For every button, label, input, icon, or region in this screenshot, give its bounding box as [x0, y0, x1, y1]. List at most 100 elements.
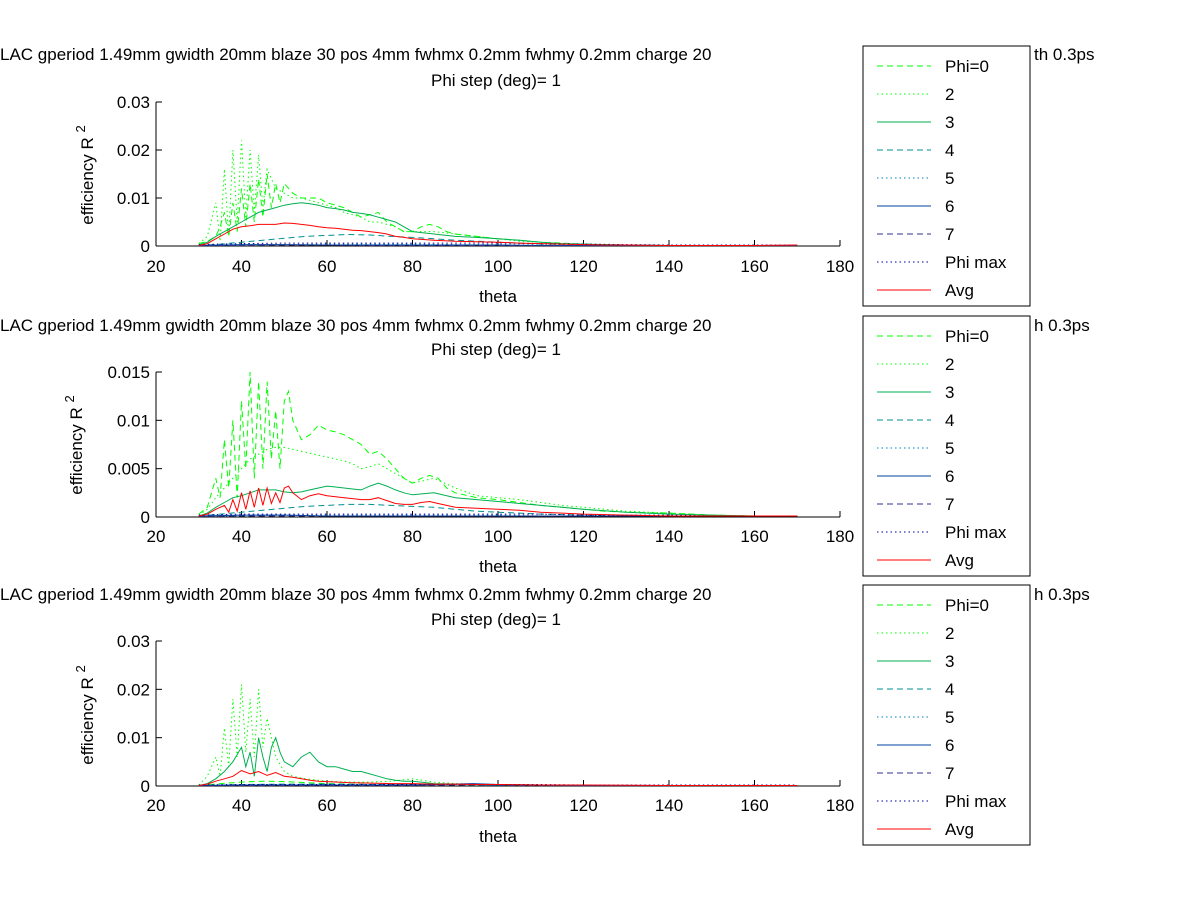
- x-axis-label: theta: [479, 287, 517, 306]
- chart-title: LAC gperiod 1.49mm gwidth 20mm blaze 30 …: [0, 45, 711, 64]
- series-line-phi-max: [198, 513, 798, 517]
- legend-label: 5: [945, 169, 954, 188]
- series-line-phi-0: [198, 173, 798, 246]
- legend-label: Phi=0: [945, 57, 989, 76]
- y-tick-label: 0: [141, 237, 150, 256]
- y-tick-label: 0.02: [117, 141, 150, 160]
- legend-label: 4: [945, 141, 954, 160]
- x-tick-label: 160: [740, 257, 768, 276]
- legend-label: 3: [945, 383, 954, 402]
- legend-label: 7: [945, 225, 954, 244]
- chart-subtitle: Phi step (deg)= 1: [431, 340, 561, 359]
- x-tick-label: 20: [147, 796, 166, 815]
- subplot-3: LAC gperiod 1.49mm gwidth 20mm blaze 30 …: [0, 584, 1090, 846]
- series-line-avg: [198, 769, 798, 786]
- y-tick-label: 0.015: [107, 363, 150, 382]
- x-tick-label: 100: [484, 527, 512, 546]
- series-group: [198, 140, 798, 246]
- legend-label: Phi=0: [945, 327, 989, 346]
- x-tick-label: 180: [826, 257, 854, 276]
- y-axis-label-superscript: 2: [73, 665, 88, 672]
- legend-label: 2: [945, 624, 954, 643]
- legend-label: 5: [945, 439, 954, 458]
- chart-title-tail: th 0.3ps: [1034, 45, 1095, 64]
- series-group: [198, 371, 798, 517]
- y-tick-label: 0.01: [117, 411, 150, 430]
- series-line-phi-max: [198, 242, 798, 246]
- series-line-2: [198, 446, 798, 517]
- y-tick-label: 0.03: [117, 632, 150, 651]
- legend: Phi=0 2 3 4 5 6 7 Phi max Avg: [862, 315, 1031, 577]
- legend-label: 6: [945, 736, 954, 755]
- series-line-avg: [198, 485, 798, 517]
- x-tick-label: 120: [569, 527, 597, 546]
- x-tick-label: 140: [655, 257, 683, 276]
- legend-box: [862, 315, 1031, 577]
- legend-label: 7: [945, 764, 954, 783]
- legend: Phi=0 2 3 4 5 6 7 Phi max Avg: [862, 45, 1031, 307]
- y-tick-label: 0.01: [117, 189, 150, 208]
- legend-label: 4: [945, 680, 954, 699]
- series-group: [198, 684, 798, 786]
- x-tick-label: 180: [826, 796, 854, 815]
- x-tick-label: 20: [147, 527, 166, 546]
- x-tick-label: 80: [403, 527, 422, 546]
- x-tick-label: 140: [655, 527, 683, 546]
- legend-label: Phi=0: [945, 596, 989, 615]
- chart-title-tail: h 0.3ps: [1034, 585, 1090, 604]
- chart-subtitle: Phi step (deg)= 1: [431, 71, 561, 90]
- y-axis-label-superscript: 2: [62, 395, 77, 402]
- y-tick-label: 0: [141, 777, 150, 796]
- series-line-avg: [198, 222, 798, 246]
- legend-label: Phi max: [945, 253, 1007, 272]
- x-axis-label: theta: [479, 827, 517, 846]
- legend-label: 6: [945, 467, 954, 486]
- y-tick-label: 0.01: [117, 729, 150, 748]
- legend-label: Phi max: [945, 523, 1007, 542]
- x-tick-label: 120: [569, 257, 597, 276]
- legend-label: 5: [945, 708, 954, 727]
- legend: Phi=0 2 3 4 5 6 7 Phi max Avg: [862, 584, 1031, 846]
- legend-label: 3: [945, 113, 954, 132]
- legend-label: Phi max: [945, 792, 1007, 811]
- legend-label: Avg: [945, 281, 974, 300]
- subplots: LAC gperiod 1.49mm gwidth 20mm blaze 30 …: [0, 45, 1095, 846]
- x-tick-label: 40: [232, 257, 251, 276]
- y-tick-label: 0: [141, 508, 150, 527]
- x-tick-label: 60: [318, 257, 337, 276]
- y-tick-label: 0.03: [117, 93, 150, 112]
- legend-label: 7: [945, 495, 954, 514]
- x-tick-label: 20: [147, 257, 166, 276]
- legend-label: 4: [945, 411, 954, 430]
- series-line-2: [198, 140, 798, 246]
- x-tick-label: 160: [740, 527, 768, 546]
- legend-label: 2: [945, 85, 954, 104]
- x-tick-label: 40: [232, 527, 251, 546]
- chart-title: LAC gperiod 1.49mm gwidth 20mm blaze 30 …: [0, 585, 711, 604]
- legend-label: 3: [945, 652, 954, 671]
- x-tick-label: 160: [740, 796, 768, 815]
- x-tick-label: 40: [232, 796, 251, 815]
- x-tick-label: 80: [403, 796, 422, 815]
- legend-label: Avg: [945, 551, 974, 570]
- x-tick-label: 120: [569, 796, 597, 815]
- x-tick-label: 60: [318, 796, 337, 815]
- y-tick-label: 0.02: [117, 680, 150, 699]
- legend-label: Avg: [945, 820, 974, 839]
- x-tick-label: 60: [318, 527, 337, 546]
- y-tick-label: 0.005: [107, 460, 150, 479]
- chart-subtitle: Phi step (deg)= 1: [431, 610, 561, 629]
- x-tick-label: 80: [403, 257, 422, 276]
- x-tick-label: 180: [826, 527, 854, 546]
- legend-label: 6: [945, 197, 954, 216]
- chart-title-tail: h 0.3ps: [1034, 316, 1090, 335]
- x-tick-label: 140: [655, 796, 683, 815]
- chart-title: LAC gperiod 1.49mm gwidth 20mm blaze 30 …: [0, 316, 711, 335]
- legend-box: [862, 45, 1031, 307]
- series-line-3: [198, 482, 798, 517]
- y-axis-label-superscript: 2: [73, 125, 88, 132]
- subplot-2: LAC gperiod 1.49mm gwidth 20mm blaze 30 …: [0, 315, 1090, 577]
- x-tick-label: 100: [484, 796, 512, 815]
- x-tick-label: 100: [484, 257, 512, 276]
